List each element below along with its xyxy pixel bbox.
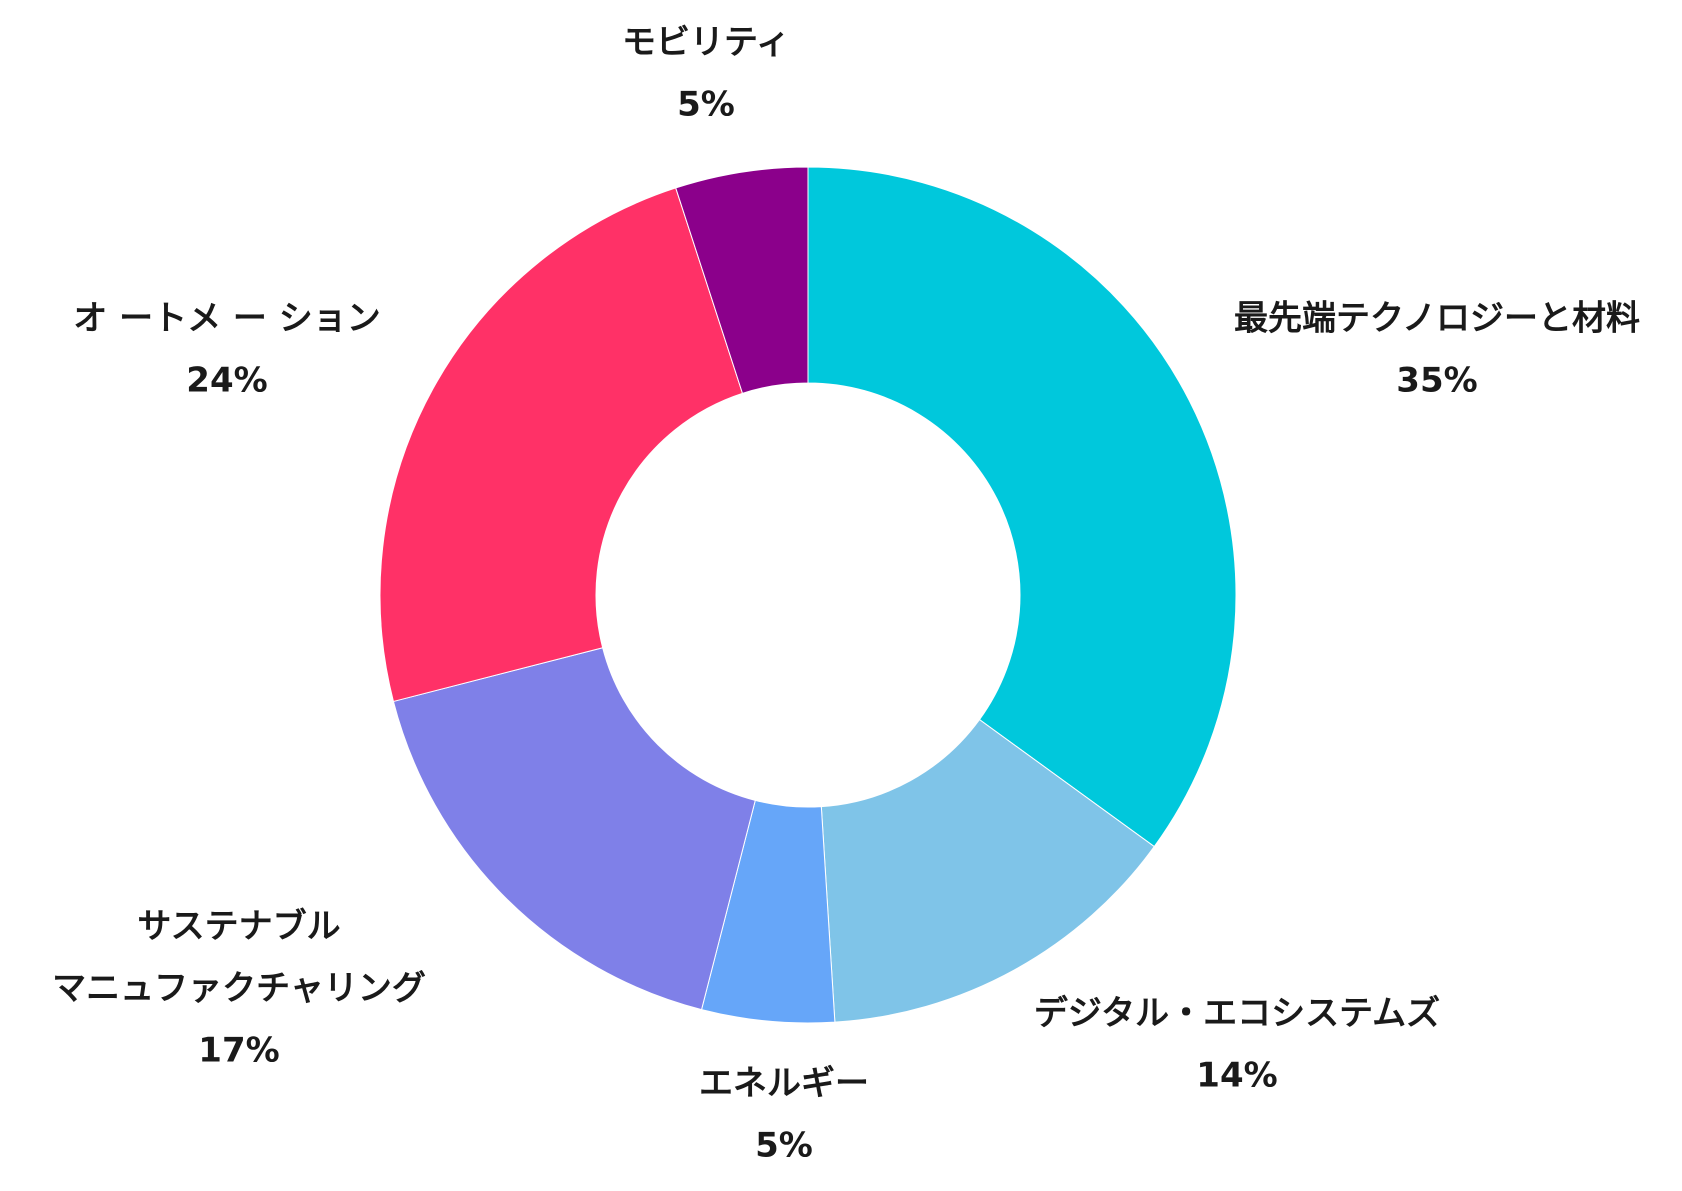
slice-label-5-line-1: オ ートメ ー ション xyxy=(73,299,381,339)
slice-label-6-line-1: モビリティ xyxy=(622,23,790,63)
slice-value-label-1: 35% xyxy=(1396,361,1477,401)
slice-label-group-2: デジタル・エコシステムズ 14% xyxy=(1034,994,1440,1096)
slice-value-label-5: 24% xyxy=(186,361,267,401)
slice-label-group-6: モビリティ 5% xyxy=(622,23,790,125)
slice-label-4-line-1: サステナブル xyxy=(137,907,340,947)
slice-label-2-line-1: デジタル・エコシステムズ xyxy=(1034,994,1440,1034)
labels-layer: 最先端テクノロジーと材料 35% デジタル・エコシステムズ 14% エネルギー 5% サステ… xyxy=(52,23,1640,1166)
donut-slice-1 xyxy=(807,166,1237,848)
slice-label-1-line-1: 最先端テクノロジーと材料 xyxy=(1234,299,1640,339)
slices-layer xyxy=(379,166,1237,1024)
donut-slice-5 xyxy=(379,187,744,703)
slice-label-3-line-1: エネルギー xyxy=(699,1064,869,1104)
slice-label-group-3: エネルギー 5% xyxy=(699,1064,869,1166)
slice-value-label-6: 5% xyxy=(677,85,735,125)
slice-label-group-1: 最先端テクノロジーと材料 35% xyxy=(1234,299,1640,401)
donut-slice-4 xyxy=(392,647,756,1011)
slice-value-label-2: 14% xyxy=(1196,1056,1277,1096)
slice-value-label-4: 17% xyxy=(198,1031,279,1071)
slice-value-label-3: 5% xyxy=(755,1126,813,1166)
slice-label-group-5: オ ートメ ー ション 24% xyxy=(73,299,381,401)
donut-slice-2 xyxy=(820,718,1155,1023)
slice-label-4-line-2: マニュファクチャリング xyxy=(52,969,426,1009)
donut-slice-6 xyxy=(675,166,809,395)
